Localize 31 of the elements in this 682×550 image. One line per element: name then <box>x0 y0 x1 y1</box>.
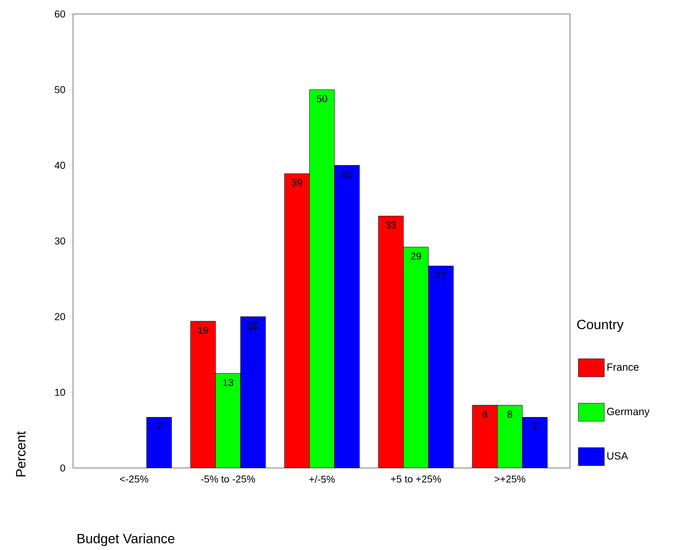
data-label: 8 <box>482 410 488 418</box>
y-tick-label: 60 <box>54 10 66 18</box>
y-tick-label: 30 <box>54 237 66 245</box>
data-label: 7 <box>156 422 162 430</box>
x-tick-label: >+25% <box>494 476 526 483</box>
data-label: 20 <box>248 322 258 330</box>
data-label: 8 <box>508 410 512 418</box>
data-label: 50 <box>316 95 328 102</box>
y-tick-label: 40 <box>54 162 66 169</box>
legend-label: USA <box>607 452 628 460</box>
y-tick-label: 0 <box>60 464 66 472</box>
data-label: 19 <box>198 326 208 334</box>
data-label: 39 <box>292 179 302 186</box>
legend-title: Country <box>577 320 624 332</box>
y-axis-title: Percent <box>16 431 26 476</box>
x-tick-label: -5% to -25% <box>201 476 256 483</box>
x-axis-title: Budget Variance <box>78 533 174 546</box>
data-label: 29 <box>410 252 422 260</box>
x-tick-label: +/-5% <box>309 476 335 483</box>
data-label: 7 <box>532 422 538 430</box>
y-tick-label: 50 <box>54 86 66 94</box>
legend-label: Germany <box>607 408 650 418</box>
data-label: 40 <box>342 170 352 178</box>
data-label: 33 <box>386 222 396 229</box>
y-tick-label: 10 <box>55 388 66 396</box>
data-label: 27 <box>436 271 446 278</box>
x-tick-label: +5 to +25% <box>390 476 442 483</box>
y-tick-label: 20 <box>54 313 66 320</box>
data-label: 13 <box>223 378 234 386</box>
legend-label: France <box>607 363 639 371</box>
x-tick-label: <-25% <box>120 476 148 483</box>
